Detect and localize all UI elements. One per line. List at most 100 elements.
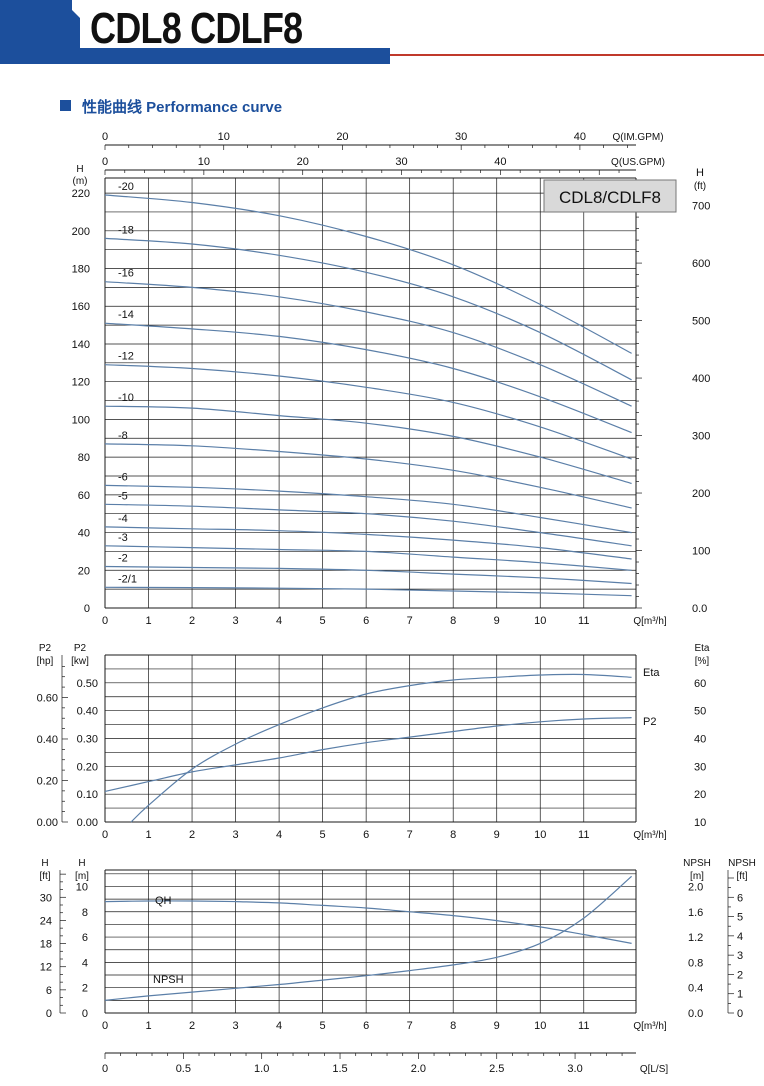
ls-tick-label: 0.5 — [176, 1063, 191, 1075]
npsh-chart-x-tick-label: 5 — [320, 1020, 326, 1032]
h-m-low-tick-label: 2 — [82, 983, 88, 995]
hq-curve--14 — [104, 322, 632, 434]
npsh-chart-x-tick-label: 11 — [578, 1020, 589, 1032]
us-gpm-tick-label: 0 — [102, 156, 108, 168]
h-ft-low-axis-unit: [ft] — [39, 871, 50, 882]
ls-tick-label: 2.0 — [411, 1063, 426, 1075]
p2-kw-tick-label: 0.40 — [77, 706, 98, 718]
power-chart-x-tick-label: 6 — [363, 829, 369, 841]
power-chart-x-tick-label: 7 — [407, 829, 413, 841]
h-m-tick-label: 200 — [72, 226, 90, 238]
npsh-chart-x-tick-label: 7 — [407, 1020, 413, 1032]
hq-chart-x-tick-label: 11 — [578, 615, 589, 627]
im-gpm-tick-label: 40 — [574, 131, 586, 143]
npsh-ft-tick-label: 4 — [737, 931, 743, 943]
hq-chart-x-tick-label: 4 — [276, 615, 282, 627]
h-m-tick-label: 80 — [78, 452, 90, 464]
p2-kw-tick-label: 0.00 — [77, 817, 98, 829]
ls-tick-label: 1.0 — [254, 1063, 269, 1075]
hq-curve-label: -3 — [118, 532, 128, 544]
h-m-tick-label: 60 — [78, 490, 90, 502]
us-gpm-tick-label: 10 — [198, 156, 210, 168]
hq-curve-label: -16 — [118, 268, 134, 280]
npsh-chart-x-tick-label: 10 — [534, 1020, 546, 1032]
power-chart-x-tick-label: 1 — [145, 829, 151, 841]
h-m-tick-label: 160 — [72, 301, 90, 313]
hq-curve--4 — [104, 526, 632, 560]
power-chart-x-tick-label: 5 — [320, 829, 326, 841]
h-m-tick-label: 20 — [78, 565, 90, 577]
qh-curve — [104, 900, 632, 944]
hq-chart-x-tick-label: 3 — [233, 615, 239, 627]
eta-axis-label: Eta — [694, 643, 709, 654]
power-chart-x-tick-label: 11 — [578, 829, 589, 841]
section-marker — [60, 100, 71, 111]
eta-tick-label: 20 — [694, 789, 706, 801]
hq-curve--12 — [104, 364, 632, 460]
h-m-tick-label: 140 — [72, 339, 90, 351]
us-gpm-tick-label: 30 — [395, 156, 407, 168]
hq-chart-x-tick-label: 10 — [534, 615, 546, 627]
h-ft-low-tick-label: 24 — [40, 915, 52, 927]
h-m-tick-label: 220 — [72, 188, 90, 200]
im-gpm-axis-label: Q(IM.GPM) — [612, 132, 663, 143]
hq-curve-label: -2/1 — [118, 573, 137, 585]
npsh-m-tick-label: 0.8 — [688, 957, 703, 969]
p2-kw-tick-label: 0.30 — [77, 734, 98, 746]
power-chart-x-tick-label: 2 — [189, 829, 195, 841]
h-ft-tick-label: 200 — [692, 488, 710, 500]
h-ft-low-tick-label: 30 — [40, 892, 52, 904]
p2-hp-tick-label: 0.60 — [37, 692, 58, 704]
qh-curve-label: QH — [155, 895, 172, 907]
hq-chart-x-tick-label: 0 — [102, 615, 108, 627]
hq-curve-label: -18 — [118, 224, 134, 236]
npsh-chart-x-axis-label: Q[m³/h] — [633, 1021, 667, 1032]
h-ft-low-axis-label: H — [41, 858, 48, 869]
p2-hp-axis-label: P2 — [39, 643, 52, 654]
us-gpm-axis-label: Q(US.GPM) — [611, 157, 665, 168]
npsh-chart-x-tick-label: 9 — [494, 1020, 500, 1032]
product-title: CDL8 CDLF8 — [90, 4, 303, 53]
power-chart-x-axis-label: Q[m³/h] — [633, 830, 667, 841]
hq-chart-x-tick-label: 8 — [450, 615, 456, 627]
npsh-chart-x-tick-label: 3 — [233, 1020, 239, 1032]
eta-tick-label: 30 — [694, 761, 706, 773]
npsh-chart-x-tick-label: 2 — [189, 1020, 195, 1032]
us-gpm-tick-label: 20 — [297, 156, 309, 168]
im-gpm-tick-label: 0 — [102, 131, 108, 143]
h-m-axis-label: H — [76, 164, 83, 175]
p2-hp-tick-label: 0.00 — [37, 817, 58, 829]
eta-axis-unit: [%] — [695, 656, 710, 667]
ls-tick-label: 3.0 — [567, 1063, 582, 1075]
hq-curve--3 — [104, 545, 632, 571]
npsh-curve — [104, 875, 632, 1001]
eta-tick-label: 50 — [694, 706, 706, 718]
h-m-low-axis-unit: [m] — [75, 871, 89, 882]
npsh-m-tick-label: 1.6 — [688, 907, 703, 919]
h-ft-low-tick-label: 0 — [46, 1008, 52, 1020]
hq-chart-x-tick-label: 1 — [145, 615, 151, 627]
p2-hp-tick-label: 0.20 — [37, 775, 58, 787]
h-ft-tick-label: 600 — [692, 258, 710, 270]
power-chart-x-tick-label: 3 — [233, 829, 239, 841]
h-ft-low-tick-label: 12 — [40, 962, 52, 974]
npsh-ft-axis-label: NPSH — [728, 858, 756, 869]
h-m-tick-label: 0 — [84, 603, 90, 615]
power-chart-x-tick-label: 8 — [450, 829, 456, 841]
npsh-m-axis-label: NPSH — [683, 858, 711, 869]
npsh-ft-tick-label: 1 — [737, 989, 743, 1001]
hq-curve-label: -2 — [118, 553, 128, 565]
h-m-axis-unit: (m) — [73, 176, 88, 187]
p2-kw-tick-label: 0.10 — [77, 789, 98, 801]
h-ft-low-tick-label: 6 — [46, 985, 52, 997]
h-m-tick-label: 100 — [72, 414, 90, 426]
h-ft-tick-label: 0.0 — [692, 603, 707, 615]
npsh-ft-tick-label: 0 — [737, 1008, 743, 1020]
ls-tick-label: 0 — [102, 1063, 108, 1075]
hq-chart-x-axis-label: Q[m³/h] — [633, 616, 667, 627]
eta-curve-label: Eta — [643, 667, 660, 679]
p2-curve — [104, 717, 632, 792]
h-ft-axis-label: H — [696, 167, 704, 179]
npsh-m-axis-unit: [m] — [690, 871, 704, 882]
